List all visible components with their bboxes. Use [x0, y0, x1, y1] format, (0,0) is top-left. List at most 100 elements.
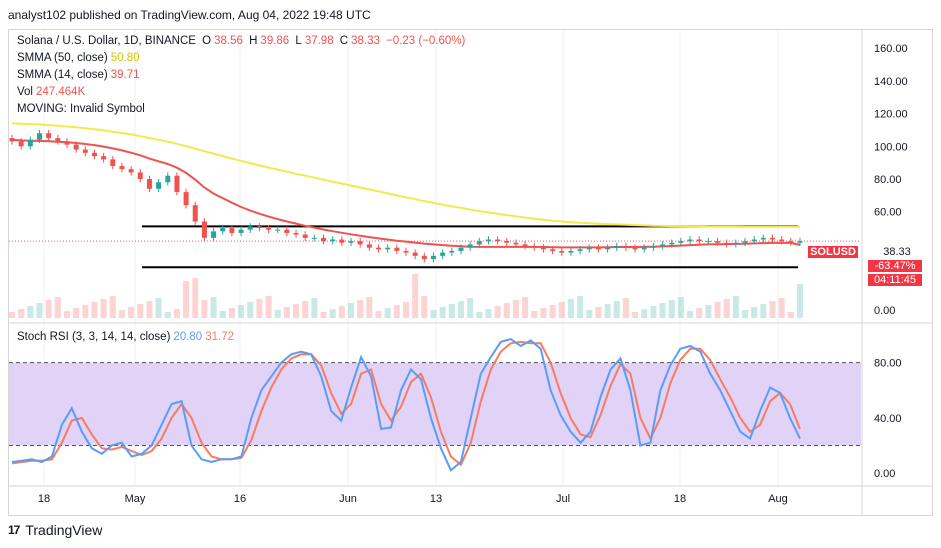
stoch-k-line: [11, 338, 801, 472]
symbol-legend: Solana / U.S. Dollar, 1D, BINANCE O 38.56…: [17, 35, 468, 47]
smma50-label: SMMA (50, close): [17, 52, 108, 64]
price-tag-price: 38.33: [883, 246, 911, 258]
volume-bar: [421, 296, 428, 318]
candle-body: [128, 169, 134, 173]
candle-body: [36, 133, 42, 140]
volume-bar: [375, 311, 382, 318]
candle-body: [385, 247, 391, 250]
volume-bar: [540, 308, 547, 318]
volume-bar: [348, 303, 355, 318]
candle-body: [788, 241, 794, 243]
candle-body: [275, 229, 281, 231]
volume-bar: [128, 307, 135, 318]
change-value: −0.23 (−0.60%): [386, 35, 466, 47]
volume-bar: [742, 310, 749, 318]
smma14-line: [11, 138, 801, 249]
volume-bar: [430, 310, 437, 318]
candle-body: [55, 138, 61, 142]
candle-body: [577, 249, 583, 251]
candle-body: [650, 246, 656, 248]
volume-bar: [256, 299, 263, 318]
candle-body: [696, 239, 702, 242]
candle-body: [366, 244, 372, 248]
high-value: 39.86: [260, 35, 290, 47]
volume-bar: [118, 310, 125, 318]
candle-body: [183, 192, 189, 206]
footer[interactable]: 17 TradingView: [8, 522, 102, 538]
volume-bar: [164, 312, 171, 318]
time-tick-label: 13: [430, 493, 442, 505]
candle-body: [724, 242, 730, 245]
volume-bar: [412, 274, 419, 318]
smma14-value: 39.71: [110, 69, 140, 81]
stoch-d-line: [11, 340, 801, 467]
volume-bar: [751, 307, 758, 318]
volume-bar: [9, 312, 15, 318]
volume-bar: [357, 300, 364, 318]
volume-bar: [668, 300, 675, 318]
volume-bar: [723, 299, 730, 318]
volume-bar: [503, 303, 510, 318]
volume-bar: [27, 306, 34, 318]
volume-bar: [18, 309, 25, 318]
volume-bar: [109, 296, 116, 318]
moving-legend: MOVING: Invalid Symbol: [17, 103, 148, 115]
candle-body: [284, 229, 290, 233]
volume-bar: [54, 297, 61, 318]
candle-body: [348, 241, 354, 243]
candle-body: [467, 244, 473, 248]
volume-bar: [439, 307, 446, 318]
volume-bar: [512, 300, 519, 318]
volume-bar: [293, 304, 300, 318]
candle-body: [229, 228, 235, 233]
candle-body: [238, 229, 244, 233]
low-label: L: [295, 35, 302, 47]
volume-bar: [82, 305, 89, 318]
volume-bar: [320, 312, 327, 318]
price-tick-label: 100.00: [874, 141, 908, 153]
candle-body: [476, 241, 482, 245]
volume-bar: [283, 307, 290, 318]
candle-body: [687, 239, 693, 242]
volume-bar: [567, 299, 574, 318]
symbol-name: Solana / U.S. Dollar, 1D, BINANCE: [17, 35, 196, 47]
candle-body: [302, 234, 308, 238]
candle-body: [540, 247, 546, 250]
candle-body: [192, 205, 198, 222]
volume-bar: [311, 298, 318, 318]
stoch-k-value: 20.80: [173, 331, 203, 343]
chart-frame[interactable]: [8, 29, 933, 516]
candle-body: [485, 239, 491, 242]
candle-body: [266, 228, 272, 230]
volume-bar: [650, 306, 657, 318]
time-tick-label: Jul: [556, 493, 570, 505]
candle-body: [330, 239, 336, 242]
candle-body: [137, 172, 143, 179]
candle-body: [27, 139, 33, 147]
volume-bar: [448, 304, 455, 318]
close-label: C: [339, 35, 349, 47]
price-tag-countdown: 04:11:45: [868, 274, 922, 286]
candle-body: [156, 182, 162, 189]
volume-bar: [91, 302, 98, 318]
volume-bar: [210, 297, 217, 318]
time-tick-label: 18: [674, 493, 686, 505]
time-axis: 18 May 16 Jun 13 Jul 18 Aug: [38, 493, 788, 505]
stoch-tick-label: 40.00: [874, 413, 902, 425]
volume-bar: [366, 297, 373, 318]
candle-body: [412, 252, 418, 256]
candle-body: [174, 175, 180, 193]
candle-body: [46, 133, 52, 139]
stoch-label: Stoch RSI (3, 3, 14, 14, close): [17, 331, 171, 343]
candle-body: [403, 250, 409, 253]
candle-body: [321, 237, 327, 242]
volume-bar: [467, 298, 474, 318]
candle-body: [531, 246, 537, 248]
volume-bar: [558, 302, 565, 318]
candle-body: [495, 239, 501, 242]
volume-bar: [787, 312, 794, 318]
candle-body: [623, 246, 629, 248]
volume-bar: [338, 306, 345, 318]
volume-bar: [769, 301, 776, 318]
